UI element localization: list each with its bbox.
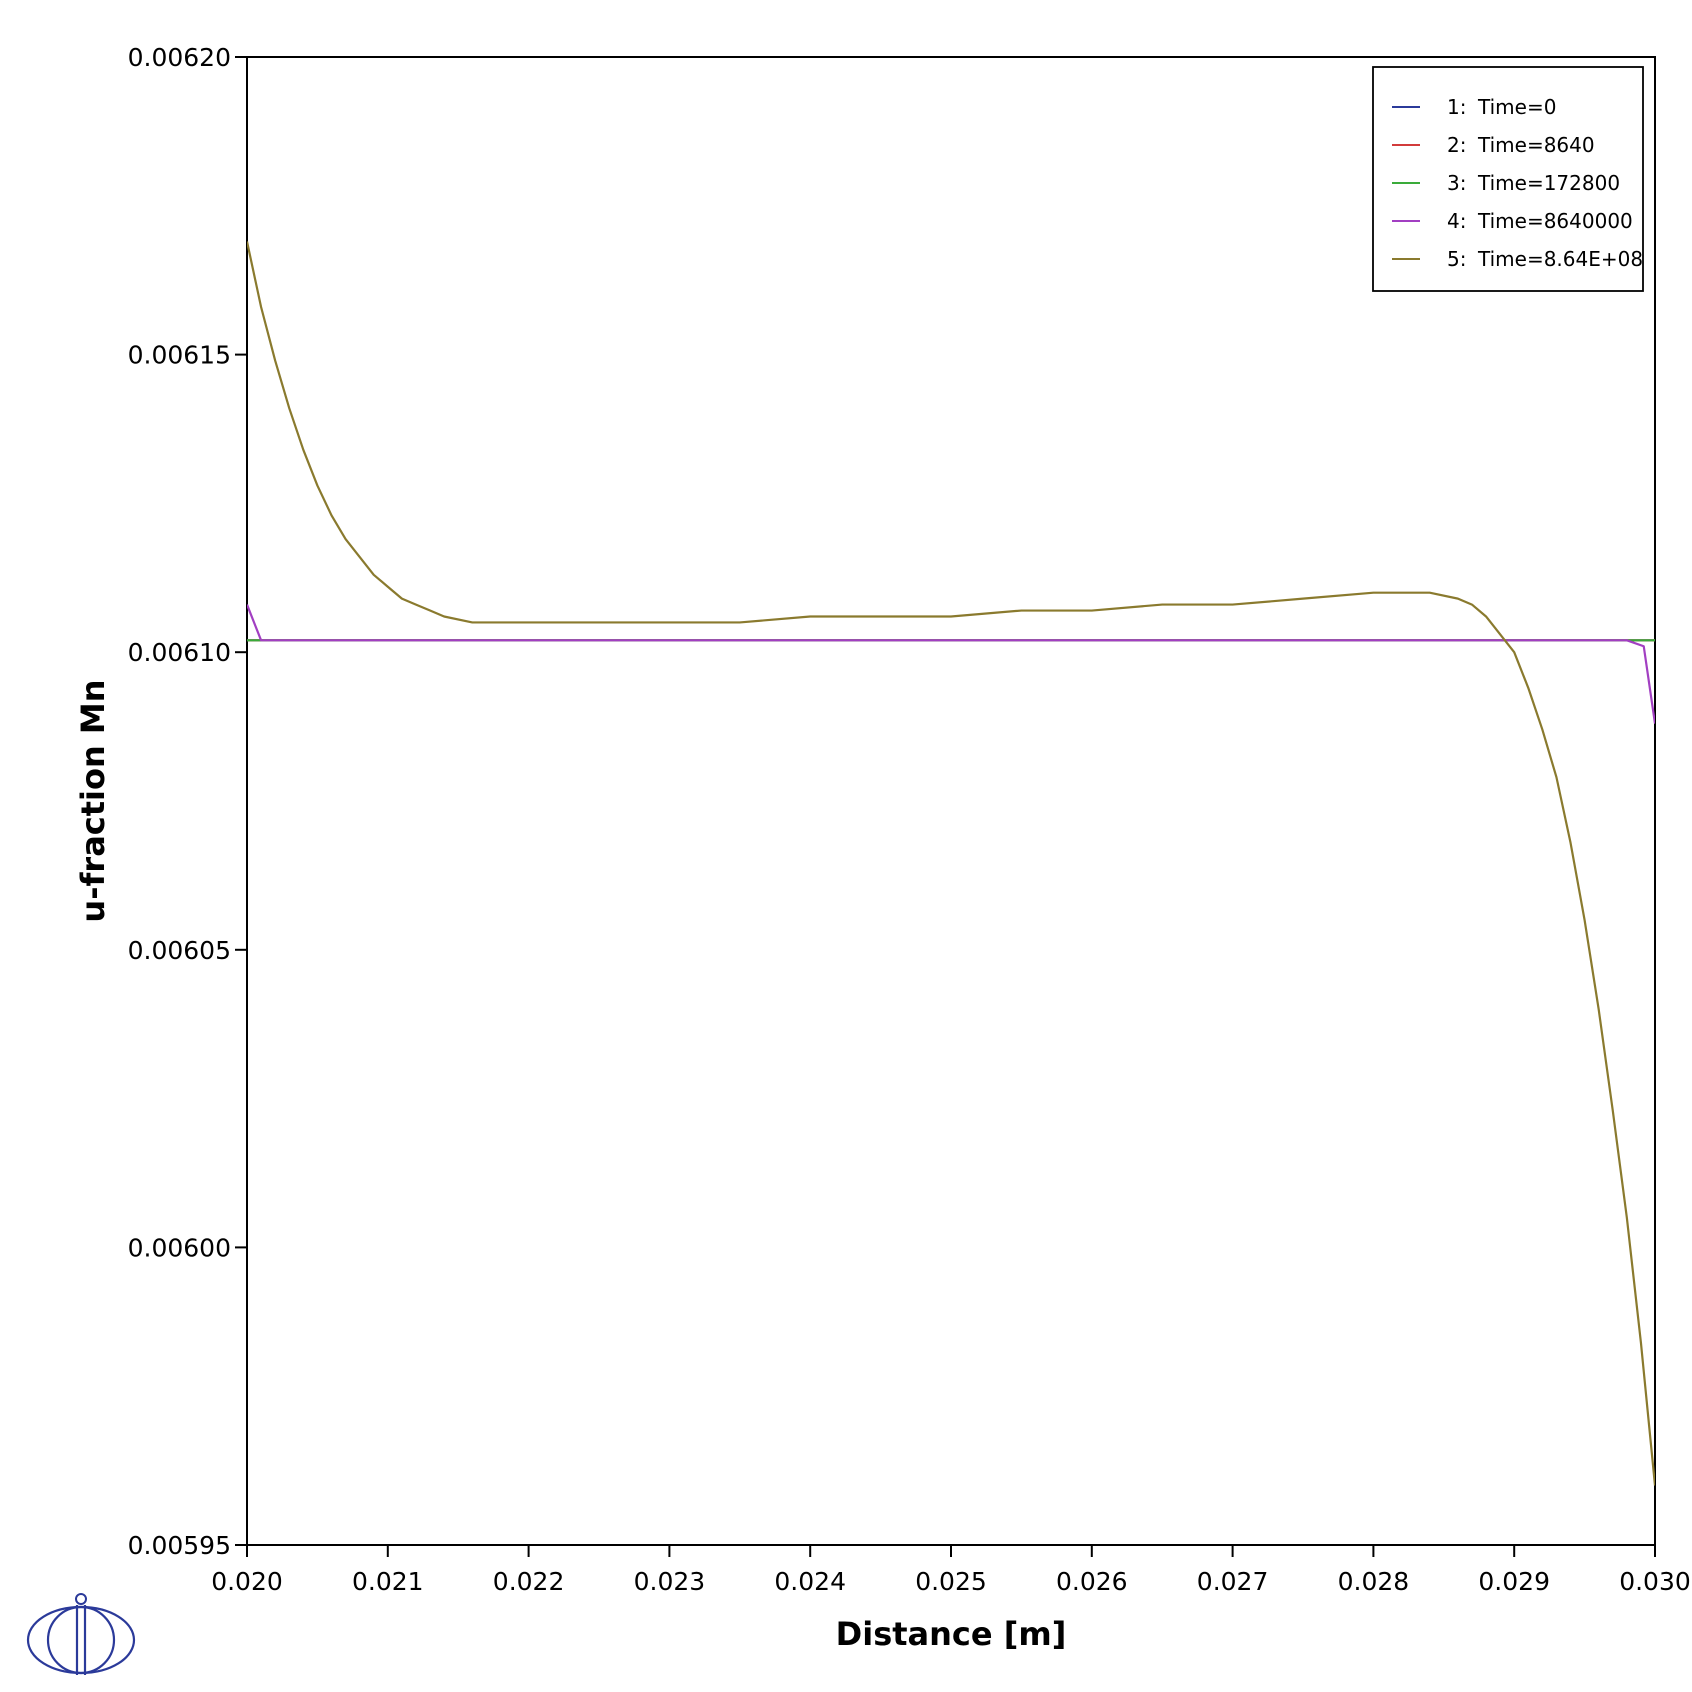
y-axis-title: u-fraction Mn	[74, 679, 112, 922]
x-tick-label: 0.024	[774, 1567, 846, 1596]
x-tick-label: 0.021	[352, 1567, 424, 1596]
legend-label: Time=8640000	[1477, 209, 1633, 233]
legend-label: Time=0	[1477, 95, 1556, 119]
x-tick-label: 0.028	[1338, 1567, 1410, 1596]
series-line-5	[247, 241, 1655, 1486]
x-tick-label: 0.029	[1478, 1567, 1550, 1596]
x-tick-label: 0.030	[1619, 1567, 1691, 1596]
y-tick-label: 0.00595	[128, 1531, 231, 1560]
y-tick-label: 0.00620	[128, 43, 231, 72]
x-tick-label: 0.027	[1197, 1567, 1269, 1596]
y-tick-label: 0.00600	[128, 1233, 231, 1262]
y-tick-label: 0.00605	[128, 936, 231, 965]
series-layer	[247, 241, 1655, 1486]
thermo-calc-logo-icon	[26, 1593, 136, 1675]
legend-label: Time=8640	[1477, 133, 1595, 157]
legend-box	[1372, 66, 1644, 292]
y-axis: 0.00595 0.00600 0.00605 0.00610 0.00615 0.006…	[128, 43, 247, 1560]
y-tick-label: 0.00610	[128, 638, 231, 667]
x-tick-label: 0.023	[634, 1567, 706, 1596]
legend-label: Time=8.64E+08	[1477, 247, 1643, 271]
legend-index: 2:	[1447, 133, 1466, 157]
series-line-4	[247, 604, 1655, 724]
legend-label: Time=172800	[1477, 171, 1620, 195]
legend-index: 4:	[1447, 209, 1466, 233]
x-tick-label: 0.026	[1056, 1567, 1128, 1596]
y-tick-label: 0.00615	[128, 341, 231, 370]
x-tick-label: 0.025	[915, 1567, 987, 1596]
x-tick-label: 0.020	[211, 1567, 283, 1596]
x-axis-title: Distance [m]	[836, 1615, 1067, 1653]
legend-index: 3:	[1447, 171, 1466, 195]
legend-index: 5:	[1447, 247, 1466, 271]
x-axis: 0.020 0.021 0.022 0.023 0.024 0.025 0.026 0.027…	[211, 1545, 1691, 1596]
x-tick-label: 0.022	[493, 1567, 565, 1596]
legend: 1: Time=0 2: Time=8640 3: Time=172800 4: Time=8…	[1372, 66, 1644, 292]
legend-index: 1:	[1447, 95, 1466, 119]
